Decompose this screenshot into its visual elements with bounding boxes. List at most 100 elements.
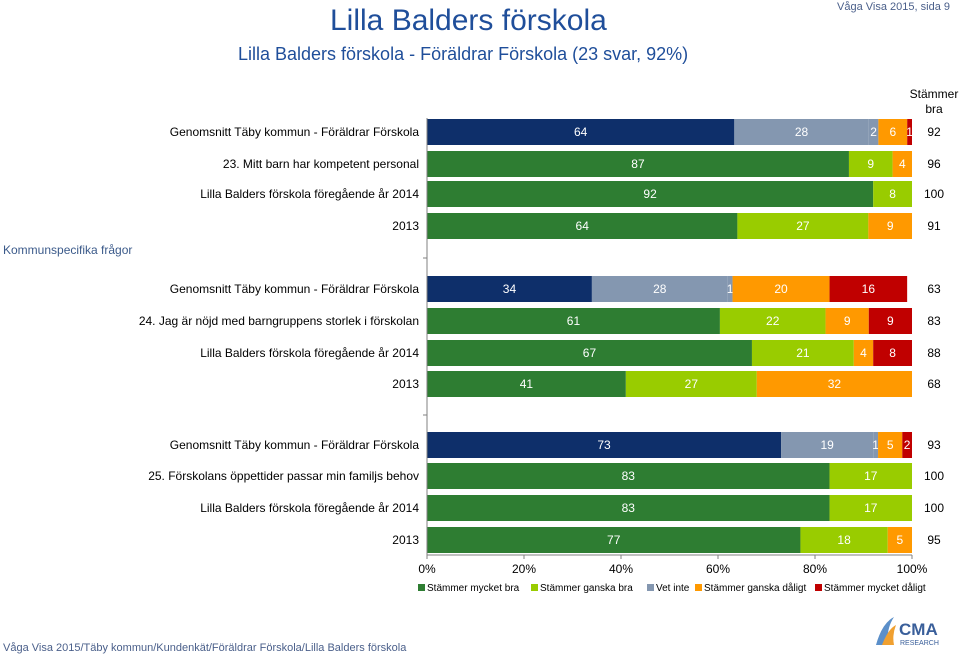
bar-value-label: 28 (653, 282, 667, 296)
legend-swatch (647, 584, 654, 591)
row-total: 93 (927, 438, 941, 452)
bar-segment (829, 495, 912, 521)
bar-value-label: 27 (685, 377, 699, 391)
logo-name: CMA (899, 620, 938, 639)
legend-label: Stämmer ganska bra (540, 583, 633, 594)
bar-value-label: 73 (597, 438, 611, 452)
bar-value-label: 0 (913, 469, 920, 483)
bar-segment (427, 151, 849, 177)
row-label: 23. Mitt barn har kompetent personal (223, 157, 419, 171)
bar-segment (887, 527, 912, 553)
row-label: Lilla Balders förskola föregående år 201… (200, 501, 419, 515)
legend-swatch (695, 584, 702, 591)
row-label: Lilla Balders förskola föregående år 201… (200, 346, 419, 360)
row-label: 2013 (392, 219, 419, 233)
row-label: 25. Förskolans öppettider passar min fam… (148, 469, 419, 483)
x-tick-label: 40% (609, 562, 633, 576)
bar-value-label: 83 (622, 469, 636, 483)
bar-segment (719, 308, 826, 334)
x-tick-label: 80% (803, 562, 827, 576)
bar-value-label: 64 (574, 125, 588, 139)
bar-segment (829, 276, 908, 302)
bar-value-label: 9 (867, 157, 874, 171)
bar-segment (907, 119, 912, 145)
bar-segment (732, 276, 830, 302)
bar-value-label: 8 (889, 187, 896, 201)
bar-segment (868, 308, 912, 334)
row-total: 83 (927, 314, 941, 328)
legend-swatch (418, 584, 425, 591)
row-total: 100 (924, 187, 944, 201)
row-total: 100 (924, 501, 944, 515)
bar-segment (878, 432, 903, 458)
bar-value-label: 77 (607, 533, 621, 547)
bar-segment (751, 340, 854, 366)
footer-path: Våga Visa 2015/Täby kommun/Kundenkät/För… (3, 642, 407, 654)
row-total: 92 (927, 125, 941, 139)
bar-value-label: 34 (503, 282, 517, 296)
bar-value-label: 8 (889, 346, 896, 360)
bar-value-label: 92 (643, 187, 657, 201)
bar-segment (892, 151, 912, 177)
bar-segment (868, 213, 912, 239)
bar-segment (781, 432, 874, 458)
bar-segment (829, 463, 912, 489)
bar-value-label: 27 (796, 219, 810, 233)
row-label: 2013 (392, 377, 419, 391)
bar-segment (427, 181, 874, 207)
row-label: Genomsnitt Täby kommun - Föräldrar Försk… (170, 282, 420, 296)
legend-swatch (531, 584, 538, 591)
bar-value-label: 4 (860, 346, 867, 360)
bar-segment (868, 119, 879, 145)
bar-segment (427, 432, 782, 458)
bar-value-label: 16 (862, 282, 876, 296)
bar-value-label: 17 (864, 501, 878, 515)
bar-segment (878, 119, 908, 145)
bar-value-label: 21 (796, 346, 810, 360)
legend-label: Vet inte (656, 583, 690, 594)
bar-value-label: 5 (887, 438, 894, 452)
row-total: 96 (927, 157, 941, 171)
bar-value-label: 22 (766, 314, 780, 328)
bar-value-label: 32 (828, 377, 842, 391)
bar-value-label: 1 (872, 438, 879, 452)
bar-value-label: 20 (774, 282, 788, 296)
bar-value-label: 64 (576, 219, 590, 233)
bar-segment (902, 432, 912, 458)
bar-value-label: 0 (913, 377, 920, 391)
score-column-header: Stämmer bra (909, 87, 959, 116)
legend-label: Stämmer mycket bra (427, 583, 520, 594)
bar-value-label: 18 (837, 533, 851, 547)
row-total: 63 (927, 282, 941, 296)
row-label: Genomsnitt Täby kommun - Föräldrar Försk… (170, 438, 420, 452)
bar-segment (591, 276, 728, 302)
bar-segment (848, 151, 893, 177)
bar-segment (756, 371, 912, 397)
bar-segment (727, 276, 733, 302)
legend-swatch (815, 584, 822, 591)
bar-value-label: 0 (913, 157, 920, 171)
row-total: 68 (927, 377, 941, 391)
bar-segment (427, 527, 801, 553)
bar-segment (427, 213, 738, 239)
bar-segment (873, 340, 912, 366)
bar-segment (737, 213, 869, 239)
bar-value-label: 0 (913, 501, 920, 515)
row-label: 24. Jag är nöjd med barngruppens storlek… (139, 314, 419, 328)
page-info: Våga Visa 2015, sida 9 (837, 1, 950, 13)
row-label: Lilla Balders förskola föregående år 201… (200, 187, 419, 201)
bar-value-label: 19 (820, 438, 834, 452)
bar-segment (873, 181, 912, 207)
row-total: 100 (924, 469, 944, 483)
bar-segment (873, 432, 879, 458)
bar-segment (625, 371, 757, 397)
bar-value-label: 2 (904, 438, 911, 452)
bar-segment (734, 119, 869, 145)
x-tick-label: 100% (897, 562, 928, 576)
x-tick-label: 60% (706, 562, 730, 576)
bar-value-label: 17 (864, 469, 878, 483)
bar-value-label: 9 (844, 314, 851, 328)
bar-value-label: 2 (870, 125, 877, 139)
x-tick-label: 20% (512, 562, 536, 576)
bar-value-label: 61 (567, 314, 581, 328)
